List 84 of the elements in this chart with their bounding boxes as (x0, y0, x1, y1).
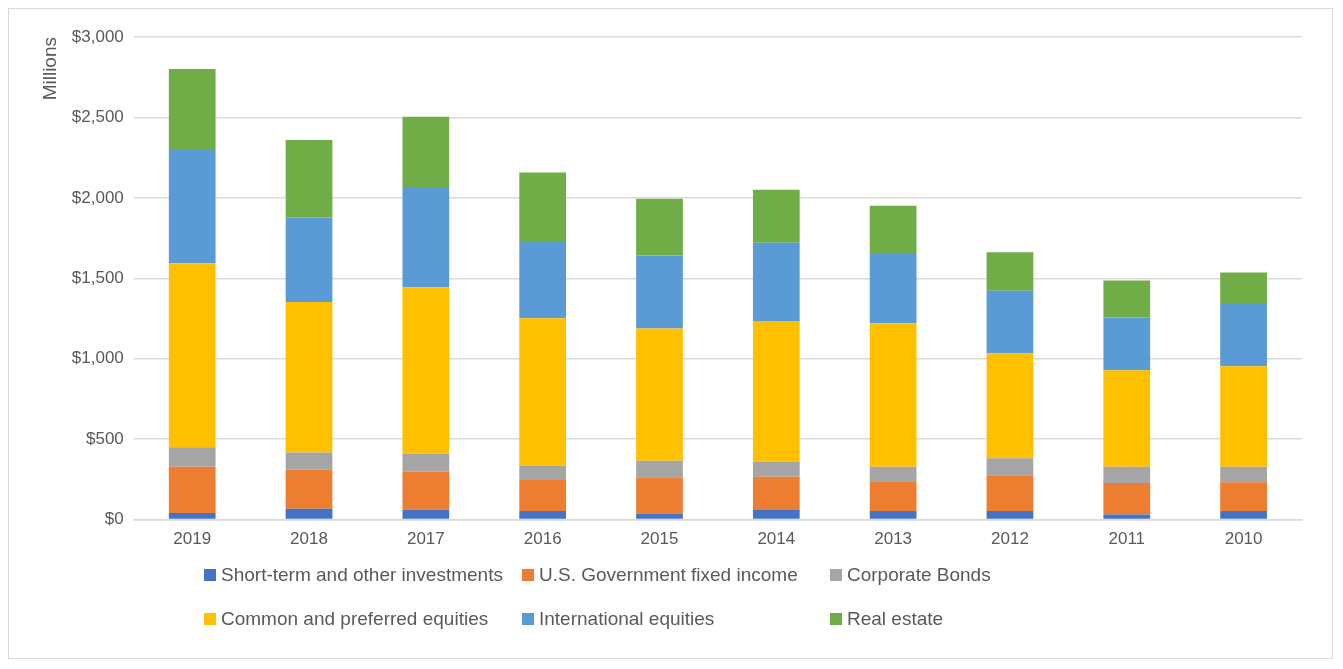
bar (869, 481, 917, 511)
y-tick-label: $2,500 (71, 107, 124, 127)
bar (168, 466, 216, 513)
legend-label: Real estate (847, 608, 944, 630)
legend-label: U.S. Government fixed income (539, 564, 798, 586)
bar (402, 453, 450, 472)
bar (519, 510, 567, 519)
bar (1220, 482, 1267, 511)
bar (519, 480, 567, 511)
bar (168, 69, 216, 150)
bar (402, 509, 450, 519)
bar (869, 466, 917, 482)
bar (1103, 514, 1151, 519)
bar (752, 189, 800, 243)
bar (869, 253, 917, 324)
y-tick-label: $500 (85, 428, 124, 448)
x-tick-label: 2011 (1108, 529, 1146, 549)
legend-label: International equities (539, 608, 715, 630)
bar (402, 187, 450, 288)
y-tick-label: $1,500 (71, 267, 124, 287)
x-tick-label: 2017 (406, 529, 445, 549)
bar (285, 508, 333, 519)
bar (402, 471, 450, 510)
x-tick-label: 2019 (173, 529, 212, 549)
legend-label: Corporate Bonds (847, 564, 991, 586)
bar (636, 255, 683, 329)
y-tick-label: $3,000 (71, 26, 124, 46)
bar (869, 205, 917, 254)
bar (752, 242, 800, 321)
bar (1220, 510, 1267, 519)
bar (986, 475, 1034, 511)
bar (752, 510, 800, 519)
bar (986, 353, 1034, 459)
bar (986, 510, 1034, 519)
bar (285, 301, 333, 453)
bar (285, 469, 333, 509)
bar (285, 452, 333, 470)
bar (519, 172, 567, 241)
bar (986, 290, 1034, 354)
bar (168, 447, 216, 467)
bar (402, 287, 450, 454)
bar (1103, 317, 1151, 371)
bar (285, 139, 333, 218)
x-tick-label: 2015 (640, 529, 679, 549)
bar (1103, 483, 1151, 515)
bar (519, 465, 567, 481)
bar (1220, 303, 1267, 367)
bar (986, 252, 1034, 291)
bar (168, 149, 216, 264)
bar (752, 320, 800, 462)
x-tick-label: 2018 (290, 529, 328, 549)
bar (869, 510, 917, 519)
bar (1103, 280, 1151, 318)
bar (1103, 370, 1151, 467)
x-tick-label: 2010 (1224, 529, 1263, 549)
bar (519, 318, 567, 466)
bar (1220, 466, 1267, 483)
y-tick-label: $1,000 (71, 348, 124, 368)
bar (285, 217, 333, 302)
x-tick-label: 2014 (757, 529, 796, 549)
y-axis-title: Millions (38, 37, 60, 101)
bar (402, 116, 450, 188)
bar (1103, 466, 1151, 484)
bar (1220, 366, 1267, 467)
legend-label: Common and preferred equities (221, 608, 489, 630)
bar (752, 461, 800, 477)
bar (636, 477, 683, 514)
bar (986, 458, 1034, 476)
bar (636, 328, 683, 461)
bar (752, 476, 800, 511)
x-tick-label: 2016 (523, 529, 562, 549)
bar (636, 513, 683, 519)
bar (168, 263, 216, 448)
bar (168, 513, 216, 519)
bar (1220, 272, 1267, 304)
legend-label: Short-term and other investments (221, 564, 503, 586)
y-tick-label: $2,000 (71, 187, 124, 207)
bar (869, 323, 917, 467)
x-tick-label: 2012 (991, 529, 1029, 549)
bar (636, 460, 683, 478)
x-tick-label: 2013 (874, 529, 913, 549)
y-tick-label: $0 (104, 509, 124, 529)
bar (519, 240, 567, 319)
bar (636, 198, 683, 256)
